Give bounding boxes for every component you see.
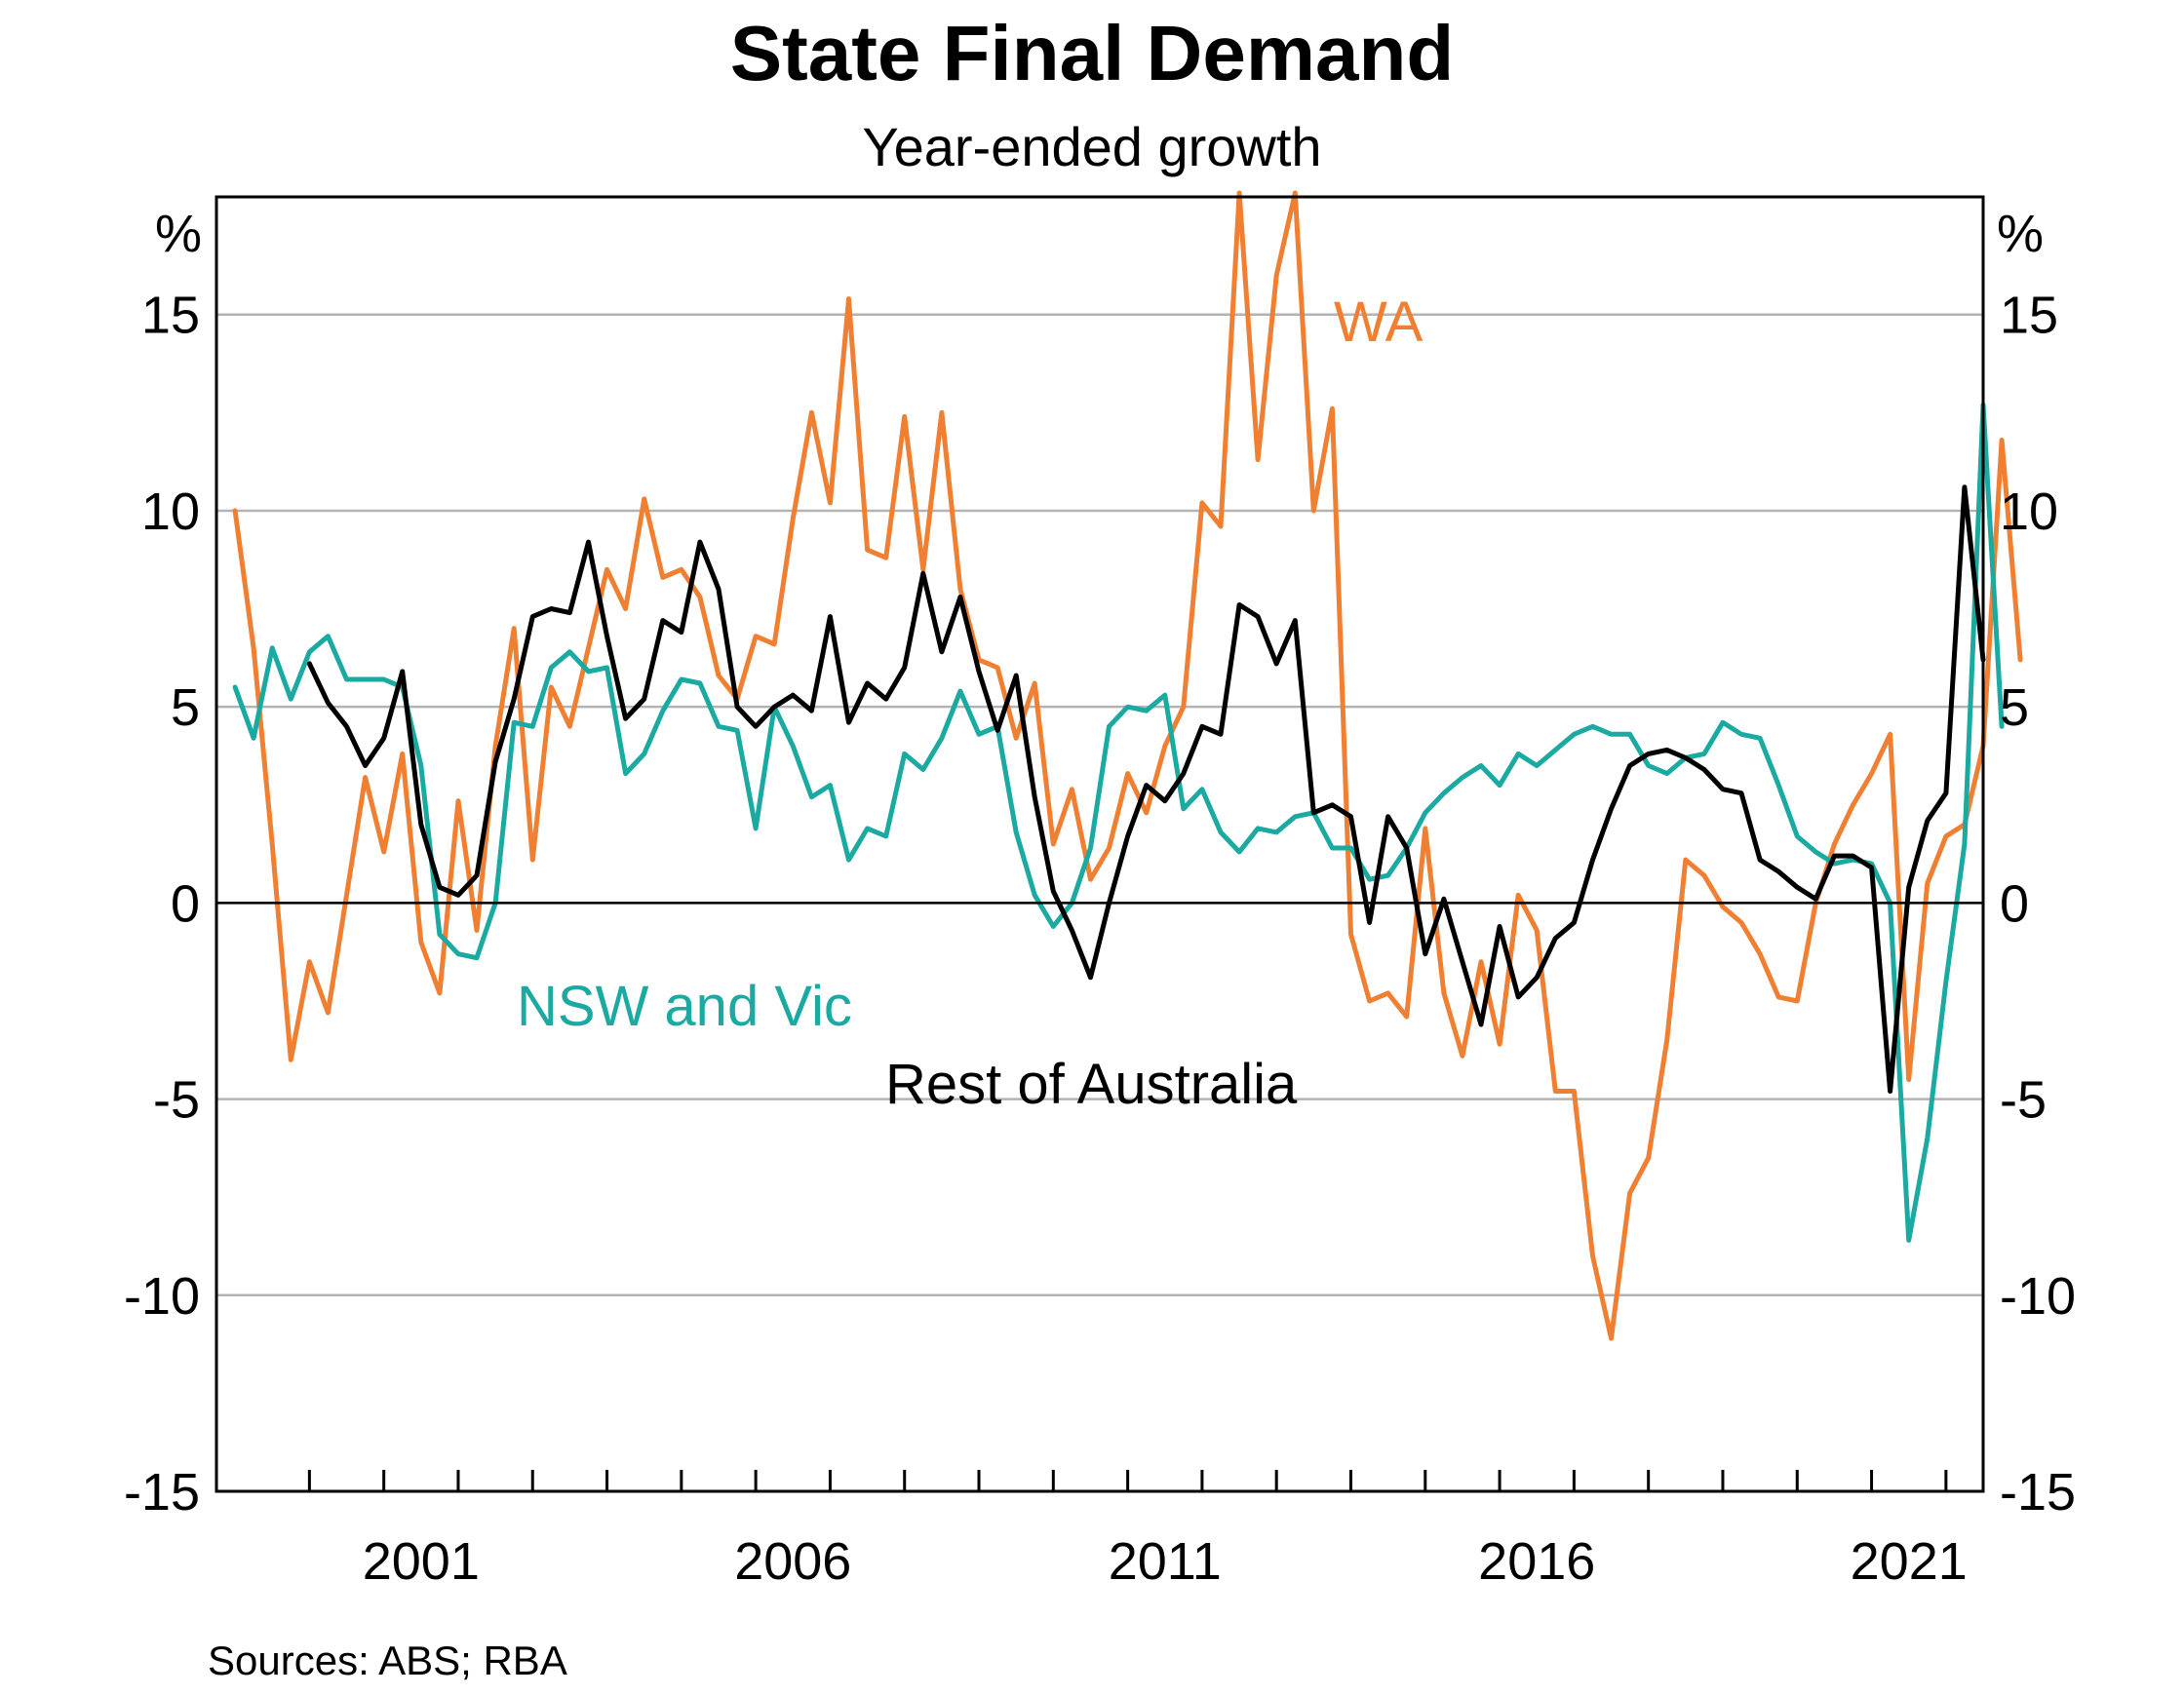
x-tick-label: 2011 (1109, 1532, 1222, 1591)
y-tick-label-left: 0 (171, 874, 200, 933)
series-lines (232, 190, 2023, 1341)
x-tick-label: 2006 (734, 1532, 851, 1591)
y-axis-right-unit: % (1997, 205, 2044, 263)
y-tick-label-right: -5 (2000, 1071, 2047, 1130)
source-note: Sources: ABS; RBA (208, 1638, 567, 1683)
series-label-rest-of-australia: Rest of Australia (885, 1053, 1298, 1116)
series-label-nsw-and-vic: NSW and Vic (517, 975, 852, 1038)
chart-subtitle: Year-ended growth (862, 116, 1321, 177)
y-tick-label-left: -10 (124, 1267, 200, 1326)
x-tick-marks (307, 1470, 1948, 1491)
y-axis-left: 15 10 5 0 -5 -10 -15 (124, 287, 200, 1522)
y-tick-label-left: 5 (171, 678, 200, 737)
series-line-nsw-and-vic (232, 402, 2005, 1243)
y-axis-right: 15 10 5 0 -5 -10 -15 (2000, 287, 2076, 1522)
x-tick-label: 2001 (363, 1532, 480, 1591)
x-tick-label: 2016 (1478, 1532, 1595, 1591)
chart-title: State Final Demand (730, 10, 1454, 96)
y-tick-label-right: 10 (2000, 482, 2058, 541)
plot-frame (214, 195, 1985, 1493)
y-tick-label-left: 10 (141, 482, 200, 541)
y-tick-label-left: 15 (141, 287, 200, 345)
y-tick-label-left: -15 (124, 1463, 200, 1522)
x-axis: 2001 2006 2011 2016 2021 (363, 1532, 1968, 1591)
gridlines (216, 313, 1983, 1297)
series-line-rest-of-australia (306, 484, 1986, 1094)
y-tick-label-right: 5 (2000, 678, 2029, 737)
series-label-wa: WA (1334, 290, 1424, 354)
y-tick-label-right: 15 (2000, 287, 2058, 345)
series-line-wa (232, 190, 2023, 1341)
y-tick-label-right: -10 (2000, 1267, 2076, 1326)
y-axis-left-unit: % (155, 205, 202, 263)
x-tick-label: 2021 (1851, 1532, 1968, 1591)
y-tick-label-right: 0 (2000, 874, 2029, 933)
y-tick-label-left: -5 (153, 1071, 200, 1130)
y-tick-label-right: -15 (2000, 1463, 2076, 1522)
